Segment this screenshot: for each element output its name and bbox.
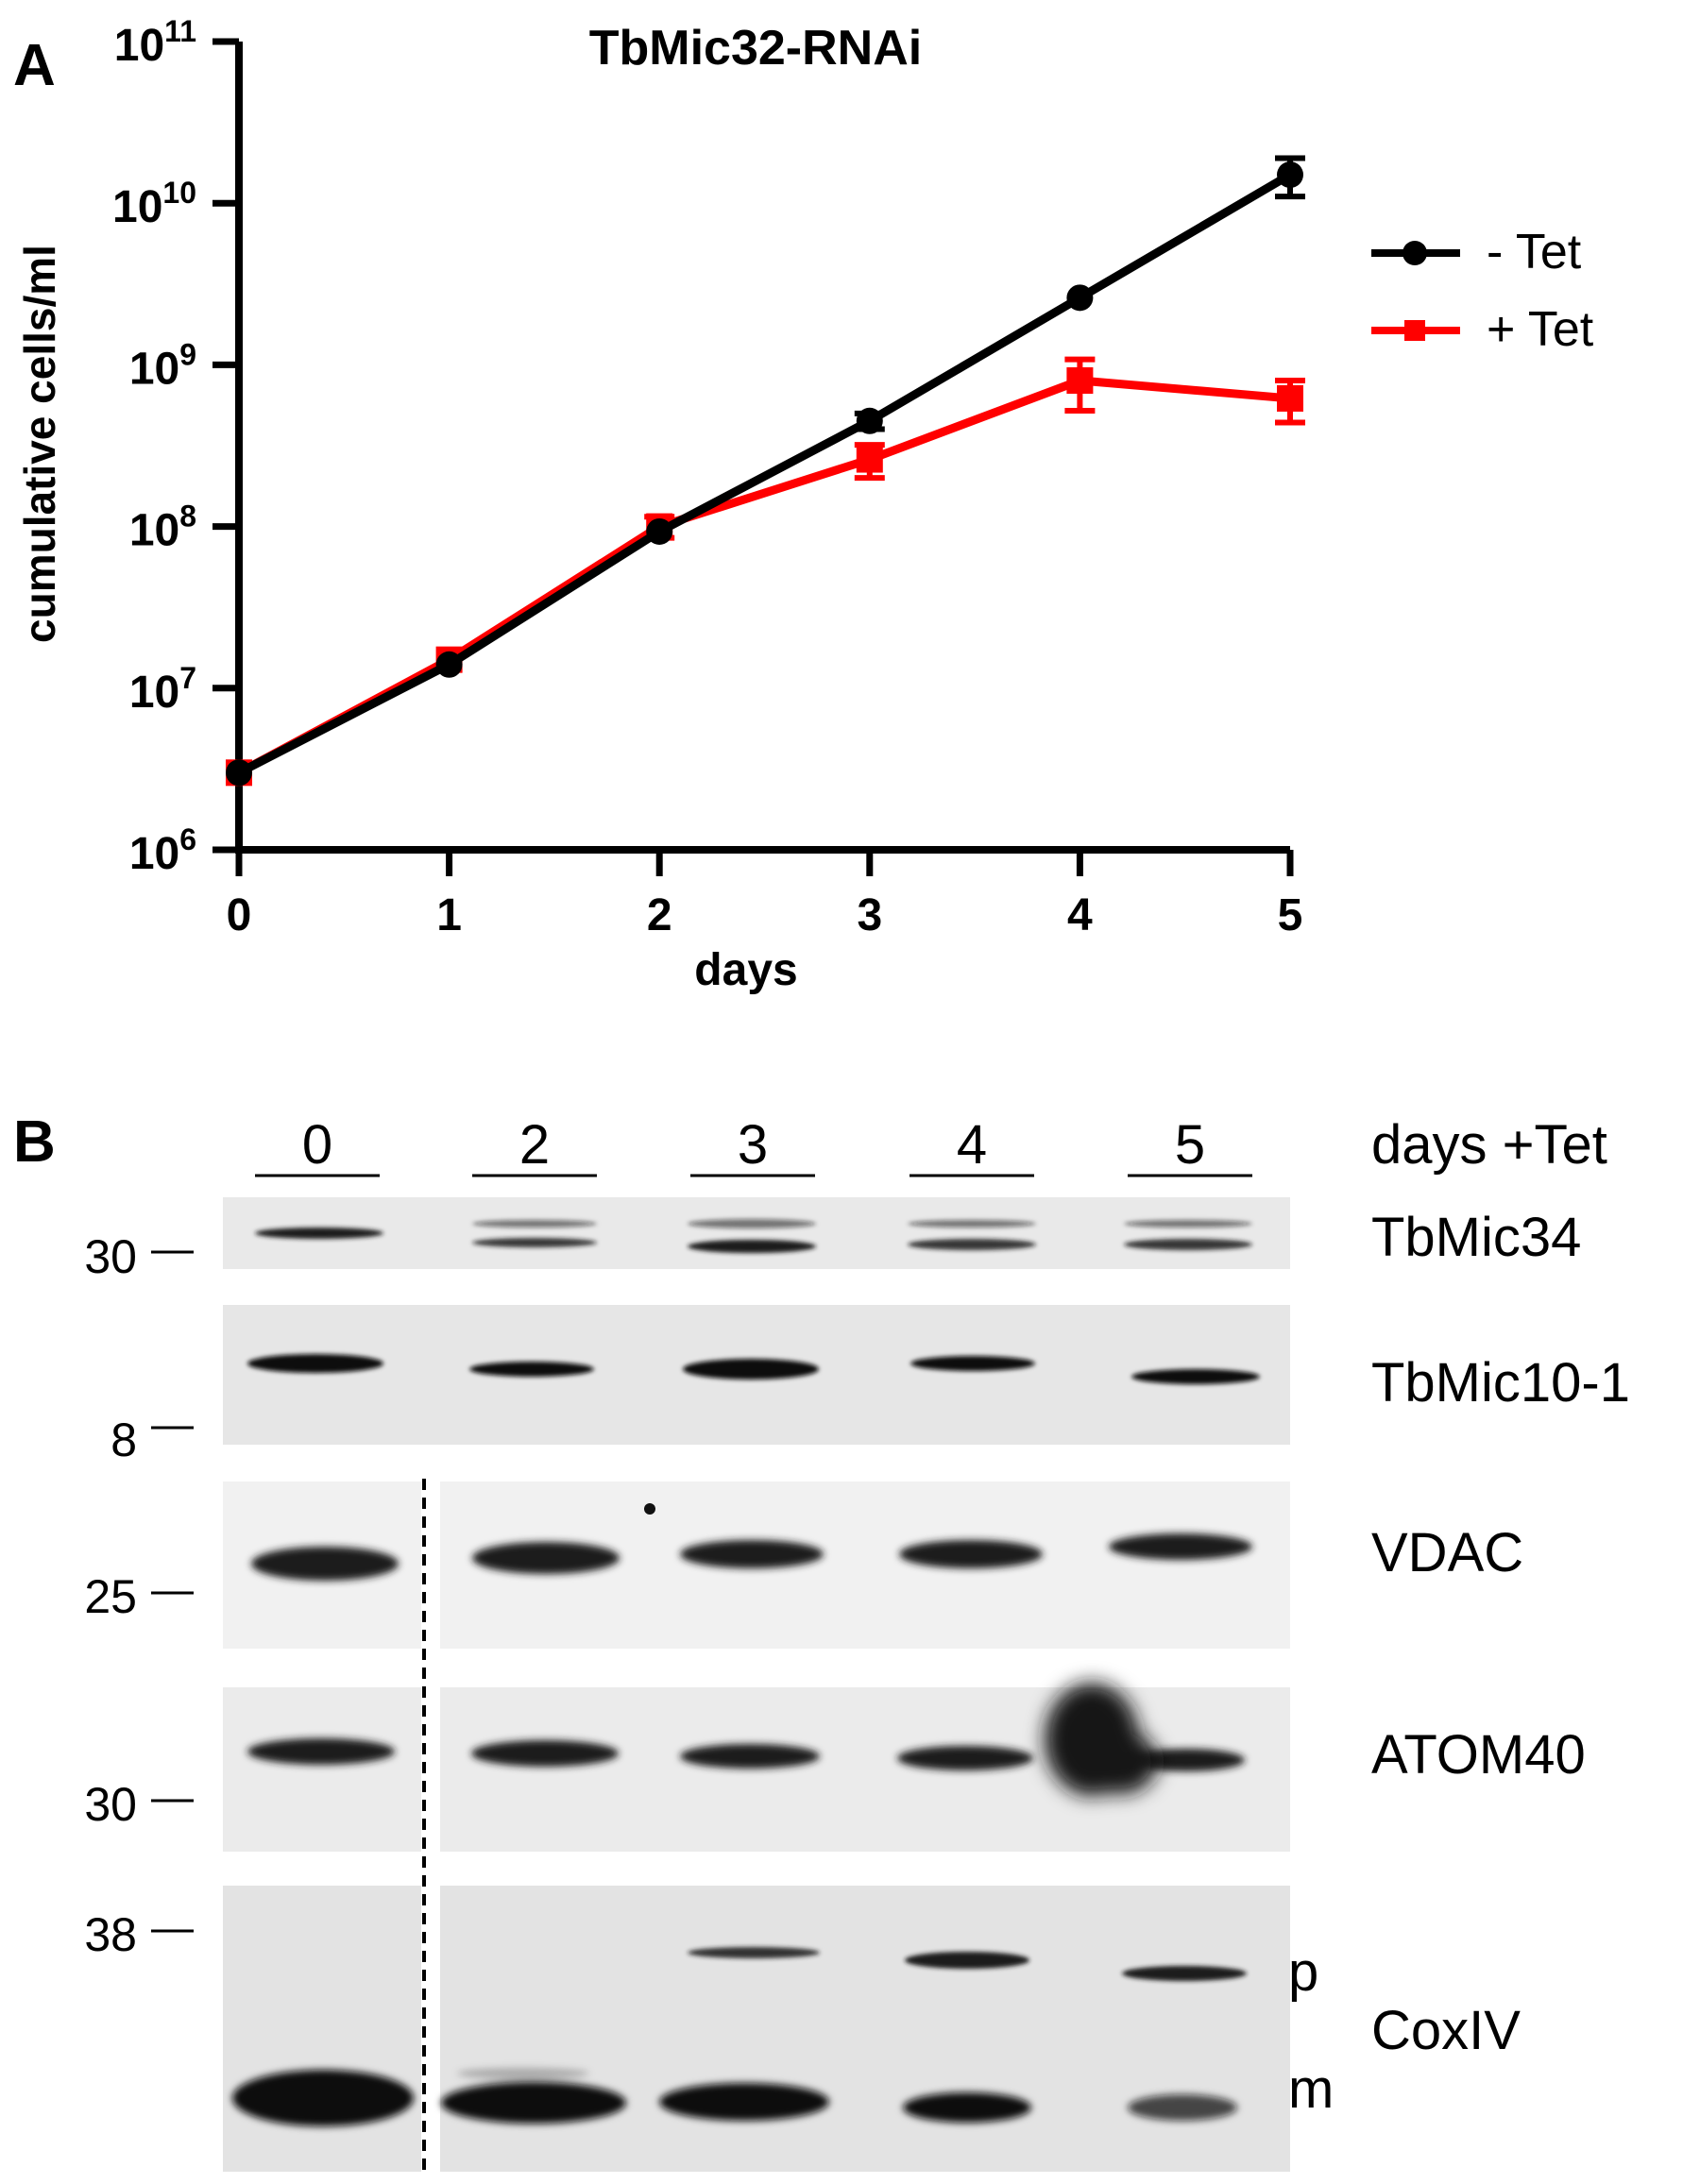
data-point <box>1066 284 1094 312</box>
blot-speck <box>644 1503 655 1515</box>
mature-bands <box>232 2068 1237 2126</box>
panel-b: B 0 2 3 4 5 days +Tet <box>13 1109 1630 2172</box>
x-tick-label: 0 <box>227 890 252 940</box>
precursor-bands <box>688 1947 1247 1981</box>
x-axis-label: days <box>694 945 797 995</box>
blot-vdac: VDAC 25 <box>84 1481 1523 1649</box>
mw-marker: 8 <box>110 1414 137 1466</box>
mw-marker: 38 <box>84 1908 137 1961</box>
data-point <box>1066 366 1094 394</box>
x-tick-label: 4 <box>1067 890 1093 940</box>
lane-label: 0 <box>302 1114 332 1176</box>
lane-label: 5 <box>1175 1114 1205 1176</box>
panel-b-letter: B <box>13 1109 56 1175</box>
blot-membrane <box>440 1886 1290 2172</box>
blot-label: VDAC <box>1371 1522 1523 1583</box>
y-tick-label: 1010 <box>112 176 196 232</box>
y-tick-label: 1011 <box>114 14 196 71</box>
data-point <box>856 446 883 473</box>
x-tick-label: 3 <box>857 890 882 940</box>
blot-label: CoxIV <box>1371 2000 1521 2061</box>
x-tick-label: 5 <box>1278 890 1303 940</box>
chart-title: TbMic32-RNAi <box>589 21 922 76</box>
blot-label: TbMic34 <box>1371 1207 1581 1268</box>
x-axis-ticks: 0 1 2 3 4 5 <box>227 850 1303 940</box>
blot-membrane <box>223 1687 421 1852</box>
lane-label: 3 <box>738 1114 768 1176</box>
precursor-label: p <box>1288 1941 1318 2003</box>
panel-a-letter: A <box>13 33 56 98</box>
blot-atom40: ATOM40 30 <box>84 1683 1586 1852</box>
y-axis-ticks: 106 107 108 109 1010 1011 <box>112 14 239 879</box>
blot-membrane <box>223 1886 421 2172</box>
legend-label-minus-tet: - Tet <box>1487 225 1582 279</box>
mature-label: m <box>1288 2058 1334 2120</box>
y-axis-label: cumulative cells/ml <box>15 245 64 643</box>
mw-marker: 25 <box>84 1570 137 1623</box>
x-tick-label: 2 <box>647 890 672 940</box>
x-tick-label: 1 <box>436 890 462 940</box>
blot-tbmic10-1: TbMic10-1 8 <box>110 1305 1630 1466</box>
lane-headers: 0 2 3 4 5 days +Tet <box>255 1114 1607 1177</box>
panel-a: A TbMic32-RNAi 106 107 108 109 1010 1011 0 1 2 3… <box>13 14 1594 995</box>
series-line <box>236 171 1293 777</box>
data-point <box>1277 384 1303 412</box>
y-tick-label: 108 <box>129 499 196 556</box>
chart-legend: - Tet + Tet <box>1371 225 1594 357</box>
lane-label: 4 <box>957 1114 987 1176</box>
legend-label-plus-tet: + Tet <box>1487 302 1594 357</box>
lane-label: 2 <box>519 1114 550 1176</box>
data-point <box>226 759 252 787</box>
legend-marker-plus-tet <box>1404 320 1425 341</box>
y-tick-label: 107 <box>129 661 196 718</box>
data-point <box>856 407 883 434</box>
mw-marker: 30 <box>84 1778 137 1831</box>
series-plus-tet <box>226 356 1305 787</box>
blot-coxiv: p CoxIV m 38 <box>84 1886 1521 2172</box>
y-tick-label: 106 <box>129 822 196 879</box>
days-tet-header: days +Tet <box>1371 1114 1607 1176</box>
blot-label: ATOM40 <box>1371 1724 1586 1786</box>
series-minus-tet <box>226 155 1305 787</box>
blot-membrane <box>223 1197 1290 1269</box>
data-point <box>1277 161 1303 189</box>
blot-tbmic34: TbMic34 30 <box>84 1197 1581 1283</box>
blot-label: TbMic10-1 <box>1371 1352 1630 1414</box>
legend-marker-minus-tet <box>1402 241 1427 265</box>
blot-smear <box>1045 1683 1158 1796</box>
chart-series <box>226 155 1305 787</box>
mw-marker: 30 <box>84 1230 137 1283</box>
data-point <box>646 517 673 545</box>
y-tick-label: 109 <box>129 337 196 394</box>
data-point <box>435 651 463 678</box>
series-line <box>236 376 1291 777</box>
